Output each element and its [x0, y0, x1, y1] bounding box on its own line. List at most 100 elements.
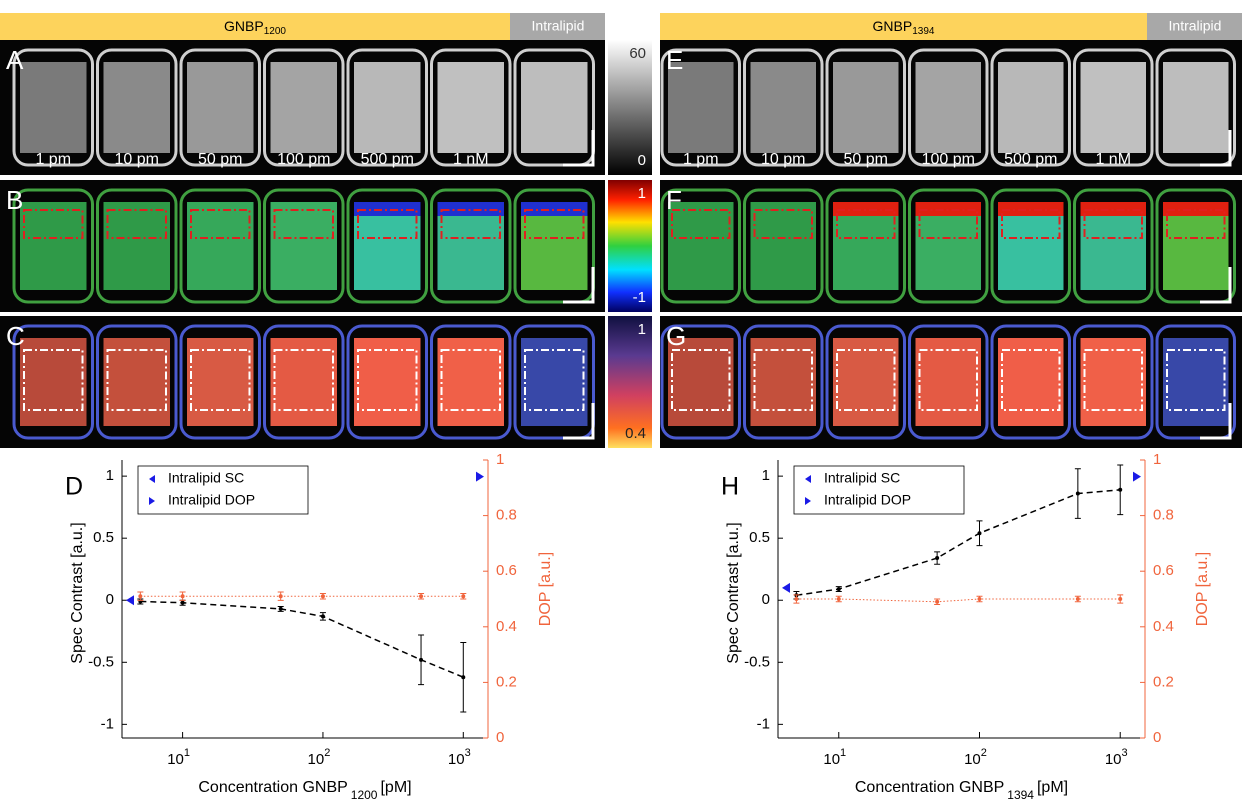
x-tick-label: 102 [964, 747, 987, 768]
concentration-label: 50 pm [198, 151, 242, 168]
data-point [461, 675, 465, 679]
y2-tick-label: 1 [496, 451, 504, 468]
concentration-label: 1 nM [1095, 151, 1131, 168]
reference-marker [476, 472, 484, 482]
y-tick-label: 1 [762, 467, 770, 484]
well [916, 62, 982, 153]
well [354, 338, 421, 426]
x-label-text: Concentration GNBP [855, 779, 1004, 796]
legend-label: Intralipid DOP [168, 492, 255, 508]
panel-label: G [666, 321, 686, 351]
well [271, 338, 338, 426]
y-label: Spec Contrast [a.u.] [725, 522, 742, 663]
x-tick-base: 10 [1105, 751, 1122, 768]
header-base: GNBP [224, 18, 264, 34]
concentration-label: 1 nM [453, 151, 489, 168]
data-point [181, 601, 185, 605]
well [521, 338, 588, 426]
y2-label: DOP [a.u.] [1194, 552, 1211, 626]
data-point [977, 531, 981, 535]
colorbar-max: 60 [629, 45, 646, 62]
panel-label: D [65, 473, 83, 501]
well [1081, 62, 1147, 153]
concentration-label: 50 pm [844, 151, 888, 168]
x-tick-base: 10 [448, 751, 465, 768]
concentration-label: 100 pm [277, 151, 330, 168]
y-tick-label: -1 [101, 715, 114, 732]
x-tick-power: 3 [1122, 747, 1128, 759]
reference-marker [126, 595, 134, 605]
well [1081, 338, 1147, 426]
well [1163, 338, 1229, 426]
legend-label: Intralipid SC [824, 470, 900, 486]
concentration-label: 10 pm [115, 151, 159, 168]
well [438, 62, 505, 153]
data-point [321, 594, 325, 598]
x-tick-base: 10 [823, 751, 840, 768]
well [271, 62, 338, 153]
data-point [419, 594, 423, 598]
x-tick-base: 10 [167, 751, 184, 768]
panel-label: B [6, 185, 23, 215]
data-point [794, 597, 798, 601]
y-tick-label: -1 [757, 715, 770, 732]
data-point [977, 597, 981, 601]
colorbar-min: 0 [638, 152, 646, 169]
colorbar-min: 0.4 [625, 425, 646, 442]
x-label-sub: 1394 [1007, 788, 1034, 802]
well [668, 62, 734, 153]
well [916, 338, 982, 426]
x-tick-power: 1 [840, 747, 846, 759]
panel-label: C [6, 321, 25, 351]
x-tick-label: 101 [823, 747, 846, 768]
data-point [837, 587, 841, 591]
y-tick-label: -0.5 [744, 653, 770, 670]
well [104, 62, 171, 153]
well [187, 338, 254, 426]
x-label-unit: [pM] [380, 779, 411, 796]
figure: GNBP1200IntralipidABC1 pm10 pm50 pm100 p… [0, 0, 1242, 809]
x-label: Concentration GNBP1200[pM] [198, 779, 411, 802]
y2-tick-label: 0.6 [496, 562, 517, 579]
y2-tick-label: 0.8 [1153, 507, 1174, 524]
y-tick-label: 1 [106, 467, 114, 484]
data-point [181, 594, 185, 598]
well [104, 338, 171, 426]
x-tick-power: 2 [324, 747, 330, 759]
x-tick-base: 10 [964, 751, 981, 768]
colorbar-min: -1 [633, 289, 646, 306]
concentration-label: 10 pm [761, 151, 805, 168]
well [668, 202, 734, 290]
data-point [321, 614, 325, 618]
series-line [796, 599, 1120, 602]
y2-label: DOP [a.u.] [537, 552, 554, 626]
x-tick-power: 1 [184, 747, 190, 759]
concentration-label: 500 pm [361, 151, 414, 168]
series-line [140, 601, 463, 677]
panel-label: A [6, 45, 24, 75]
x-tick-label: 102 [308, 747, 331, 768]
x-label-sub: 1200 [351, 788, 378, 802]
well [668, 338, 734, 426]
panel-label: H [721, 473, 739, 501]
well [833, 62, 899, 153]
y2-tick-label: 0.8 [496, 507, 517, 524]
well [521, 62, 588, 153]
x-tick-power: 3 [465, 747, 471, 759]
well [271, 202, 338, 290]
colorbar-max: 1 [638, 185, 646, 202]
well [833, 338, 899, 426]
header-sub: 1394 [912, 26, 935, 37]
y2-tick-label: 0.6 [1153, 562, 1174, 579]
y2-tick-label: 0.4 [496, 618, 517, 635]
y2-tick-label: 0.2 [1153, 673, 1174, 690]
y-tick-label: -0.5 [88, 653, 114, 670]
data-point [279, 594, 283, 598]
data-point [461, 594, 465, 598]
data-point [419, 658, 423, 662]
y-tick-label: 0 [106, 591, 114, 608]
colorbar-max: 1 [638, 321, 646, 338]
data-point [1076, 597, 1080, 601]
panel-label: E [666, 45, 683, 75]
y2-tick-label: 1 [1153, 451, 1161, 468]
